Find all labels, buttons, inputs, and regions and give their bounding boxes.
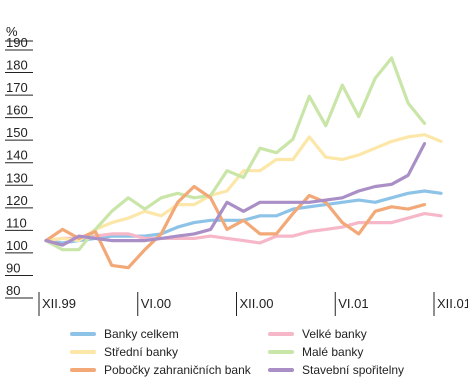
legend-item: Stavební spořitelny — [268, 363, 404, 377]
y-axis-label: % — [6, 24, 18, 39]
legend-label: Banky celkem — [104, 327, 179, 341]
legend-swatch — [268, 350, 294, 354]
legend-swatch — [70, 368, 96, 372]
legend-swatch — [70, 332, 96, 336]
y-tick-label: 90 — [6, 260, 20, 275]
y-tick-label: 80 — [6, 283, 20, 298]
y-tick-label: 170 — [6, 80, 28, 95]
x-tick-label: XII.01 — [437, 296, 468, 311]
legend-item: Střední banky — [70, 345, 178, 359]
legend-item: Malé banky — [268, 345, 363, 359]
x-tick-label: XII.00 — [240, 296, 274, 311]
legend-label: Velké banky — [302, 327, 367, 341]
legend-item: Banky celkem — [70, 327, 179, 341]
series-line-4 — [44, 56, 427, 252]
legend-label: Malé banky — [302, 345, 364, 359]
series-layer — [44, 56, 443, 270]
y-tick-label: 150 — [6, 125, 28, 140]
series-line-5 — [44, 184, 427, 270]
legend-item: Pobočky zahraničních bank — [70, 363, 251, 377]
y-tick-label: 180 — [6, 58, 28, 73]
y-tick-label: 100 — [6, 238, 28, 253]
x-axis: XII.99 VI.00 XII.00 VI.01 XII.01 — [38, 292, 468, 316]
legend-item: Velké banky — [268, 327, 367, 341]
legend-label: Stavební spořitelny — [302, 363, 405, 377]
y-tick-label: 140 — [6, 148, 28, 163]
legend-swatch — [268, 332, 294, 336]
y-tick-label: 120 — [6, 193, 28, 208]
x-tick-label: VI.01 — [338, 296, 368, 311]
legend-label: Pobočky zahraničních bank — [104, 363, 251, 377]
y-tick-label: 160 — [6, 103, 28, 118]
legend-label: Střední banky — [104, 345, 179, 359]
legend-swatch — [70, 350, 96, 354]
x-tick-label: XII.99 — [42, 296, 76, 311]
y-tick-label: 110 — [6, 215, 27, 230]
series-line-2 — [44, 212, 443, 245]
y-tick-label: 190 — [6, 35, 28, 50]
series-line-6 — [44, 142, 427, 247]
x-tick-label: VI.00 — [141, 296, 171, 311]
series-line-3 — [44, 133, 443, 243]
y-axis: 80 90 100 110 120 130 140 150 160 170 180 190 — [5, 35, 33, 299]
legend-swatch — [268, 368, 294, 372]
y-tick-label: 130 — [6, 170, 28, 185]
